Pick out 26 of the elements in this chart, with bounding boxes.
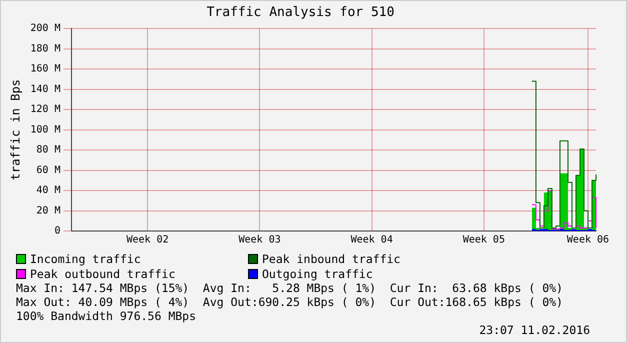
legend-label: Peak outbound traffic bbox=[30, 266, 176, 280]
text: Max Out: 40.09 MBps ( 4%) Avg Out:690.25 kBps ( 0%) Cur Out:168.65 kBps ( 0%) bbox=[16, 295, 564, 309]
x-tick-label: Week 02 bbox=[126, 234, 169, 246]
text: 100% Bandwidth 976.56 MBps bbox=[16, 309, 198, 323]
y-tick-label: 40 M bbox=[36, 185, 61, 196]
text: Max In: 147.54 MBps (15%) Avg In: 5.28 MBps ( 1%) Cur In: 63.68 kBps ( 0%) bbox=[16, 281, 564, 295]
y-tick-label: 120 M bbox=[30, 104, 61, 116]
x-tick-label: Week 04 bbox=[350, 234, 393, 246]
text: 23:07 11.02.2016 bbox=[478, 323, 591, 337]
y-tick-label: 140 M bbox=[30, 84, 61, 95]
y-tick-label: 160 M bbox=[30, 64, 61, 75]
legend-label: Outgoing traffic bbox=[262, 266, 373, 280]
legend-label: Incoming traffic bbox=[30, 252, 141, 266]
legend-label: Peak inbound traffic bbox=[262, 252, 400, 266]
chart-title: Traffic Analysis for 510 bbox=[206, 5, 394, 20]
y-tick-label: 80 M bbox=[36, 144, 61, 156]
x-tick-label: Week 06 bbox=[566, 234, 610, 246]
x-tick-label: Week 05 bbox=[462, 234, 505, 246]
y-tick-label: 200 M bbox=[30, 23, 61, 34]
y-tick-label: 60 M bbox=[36, 164, 61, 176]
y-tick-label: 0 bbox=[54, 226, 61, 237]
y-tick-label: 100 M bbox=[30, 124, 61, 136]
x-tick-label: Week 03 bbox=[238, 234, 281, 246]
y-axis-title: traffic in Bps bbox=[8, 79, 22, 180]
y-tick-label: 20 M bbox=[36, 205, 61, 216]
y-tick-label: 180 M bbox=[30, 43, 61, 54]
